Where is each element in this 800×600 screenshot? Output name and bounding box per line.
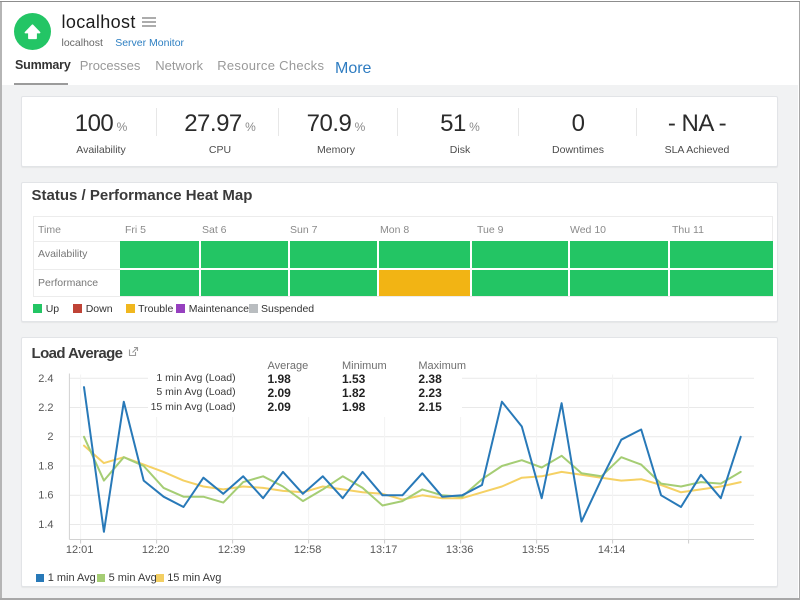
svg-text:13:17: 13:17 [370, 544, 398, 556]
svg-text:12:01: 12:01 [66, 544, 94, 556]
svg-text:13:36: 13:36 [446, 544, 474, 556]
svg-text:1.4: 1.4 [38, 519, 53, 531]
svg-text:12:20: 12:20 [142, 544, 170, 556]
svg-text:2.4: 2.4 [38, 372, 53, 384]
svg-text:12:58: 12:58 [294, 544, 322, 556]
svg-text:2: 2 [47, 431, 53, 443]
svg-text:1.8: 1.8 [38, 460, 53, 472]
svg-text:13:55: 13:55 [522, 544, 550, 556]
svg-text:14:14: 14:14 [598, 544, 626, 556]
svg-text:12:39: 12:39 [218, 544, 246, 556]
svg-text:2.2: 2.2 [38, 402, 53, 414]
svg-text:1.6: 1.6 [38, 489, 53, 501]
